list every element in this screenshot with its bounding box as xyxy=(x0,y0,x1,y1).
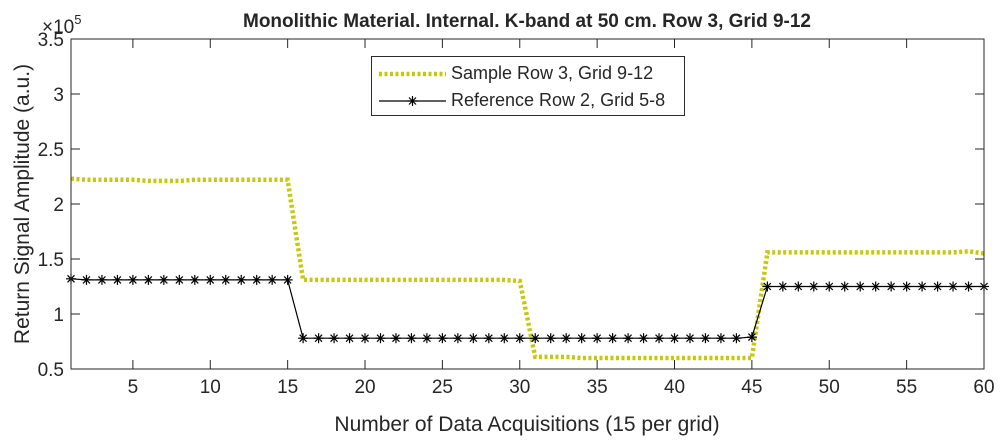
x-axis: 5 10 15 20 25 30 35 40 45 50 55 60 xyxy=(128,39,995,398)
y-axis-label: Return Signal Amplitude (a.u.) xyxy=(11,64,34,344)
y-exponent-base: ×10 xyxy=(42,17,74,38)
legend-swatch-sample xyxy=(379,71,446,77)
data-point-marker xyxy=(607,333,618,344)
y-tick-label: 3.5 xyxy=(38,30,64,51)
legend-item-sample: Sample Row 3, Grid 9-12 xyxy=(372,60,684,88)
data-point-marker xyxy=(901,281,912,292)
data-point-marker xyxy=(344,333,355,344)
data-point-marker xyxy=(808,281,819,292)
data-point-marker xyxy=(158,274,169,285)
data-point-marker xyxy=(870,281,881,292)
data-point-marker xyxy=(189,274,200,285)
legend: Sample Row 3, Grid 9-12 Reference Row 2,… xyxy=(371,56,685,116)
data-point-marker xyxy=(143,274,154,285)
data-point-marker xyxy=(855,281,866,292)
data-point-marker xyxy=(437,333,448,344)
series-line xyxy=(70,176,985,361)
data-point-marker xyxy=(886,281,897,292)
x-axis-label: Number of Data Acquisitions (15 per grid… xyxy=(334,413,719,436)
x-tick-label: 55 xyxy=(896,377,917,398)
series-sample xyxy=(70,176,985,361)
x-tick-label: 60 xyxy=(973,377,994,398)
data-point-marker xyxy=(561,333,572,344)
data-point-marker xyxy=(406,333,417,344)
data-point-marker xyxy=(963,281,974,292)
data-point-marker xyxy=(793,281,804,292)
data-point-marker xyxy=(762,281,773,292)
y-tick-label: 1.5 xyxy=(38,250,64,271)
data-point-marker xyxy=(576,333,587,344)
data-point-marker xyxy=(112,274,123,285)
data-point-marker xyxy=(592,333,603,344)
data-point-marker xyxy=(499,333,510,344)
y-exponent: ×105 xyxy=(42,12,81,38)
data-point-marker xyxy=(530,333,541,344)
y-tick-label: 2 xyxy=(53,195,64,216)
data-point-marker xyxy=(483,333,494,344)
data-point-marker xyxy=(839,281,850,292)
data-point-marker xyxy=(205,274,216,285)
x-tick-label: 20 xyxy=(354,377,375,398)
y-axis: 0.5 1 1.5 2 2.5 3 3.5 xyxy=(38,30,984,381)
y-tick-label: 3 xyxy=(53,85,64,106)
y-tick-label: 0.5 xyxy=(38,360,64,381)
data-point-marker xyxy=(746,332,757,343)
x-tick-label: 30 xyxy=(509,377,530,398)
data-point-marker xyxy=(715,333,726,344)
data-point-marker xyxy=(390,333,401,344)
y-exponent-power: 5 xyxy=(74,12,81,27)
x-tick-label: 25 xyxy=(432,377,453,398)
data-point-marker xyxy=(96,274,107,285)
data-point-marker xyxy=(298,333,309,344)
data-point-marker xyxy=(623,333,634,344)
series-reference xyxy=(66,273,989,344)
legend-label-sample: Sample Row 3, Grid 9-12 xyxy=(451,63,654,83)
data-point-marker xyxy=(421,333,432,344)
data-point-marker xyxy=(654,333,665,344)
x-tick-label: 45 xyxy=(741,377,762,398)
y-tick-label: 1 xyxy=(53,305,64,326)
x-tick-label: 5 xyxy=(128,377,139,398)
data-point-marker xyxy=(545,333,556,344)
y-tick-label: 2.5 xyxy=(38,140,64,161)
data-point-marker xyxy=(127,274,138,285)
legend-item-reference: Reference Row 2, Grid 5-8 xyxy=(372,87,684,115)
x-tick-label: 15 xyxy=(277,377,298,398)
legend-swatch-reference xyxy=(379,96,446,106)
series-layer xyxy=(66,176,989,361)
x-tick-label: 50 xyxy=(819,377,840,398)
chart-title: Monolithic Material. Internal. K-band at… xyxy=(243,11,811,32)
data-point-marker xyxy=(514,333,525,344)
x-tick-label: 40 xyxy=(664,377,685,398)
data-point-marker xyxy=(174,274,185,285)
x-tick-label: 10 xyxy=(200,377,221,398)
data-point-marker xyxy=(251,274,262,285)
data-point-marker xyxy=(777,281,788,292)
data-point-marker xyxy=(932,281,943,292)
data-point-marker xyxy=(700,333,711,344)
data-point-marker xyxy=(282,274,293,285)
data-point-marker xyxy=(313,333,324,344)
x-tick-label: 35 xyxy=(587,377,608,398)
data-point-marker xyxy=(731,333,742,344)
data-point-marker xyxy=(329,333,340,344)
data-point-marker xyxy=(220,274,231,285)
data-point-marker xyxy=(684,333,695,344)
data-point-marker xyxy=(638,333,649,344)
data-point-marker xyxy=(948,281,959,292)
data-point-marker xyxy=(375,333,386,344)
data-point-marker xyxy=(824,281,835,292)
data-point-marker xyxy=(267,274,278,285)
data-point-marker xyxy=(468,333,479,344)
data-point-marker xyxy=(452,333,463,344)
data-point-marker xyxy=(360,333,371,344)
data-point-marker xyxy=(917,281,928,292)
data-point-marker xyxy=(236,274,247,285)
legend-label-reference: Reference Row 2, Grid 5-8 xyxy=(451,90,666,110)
data-point-marker xyxy=(81,274,92,285)
data-point-marker xyxy=(669,333,680,344)
